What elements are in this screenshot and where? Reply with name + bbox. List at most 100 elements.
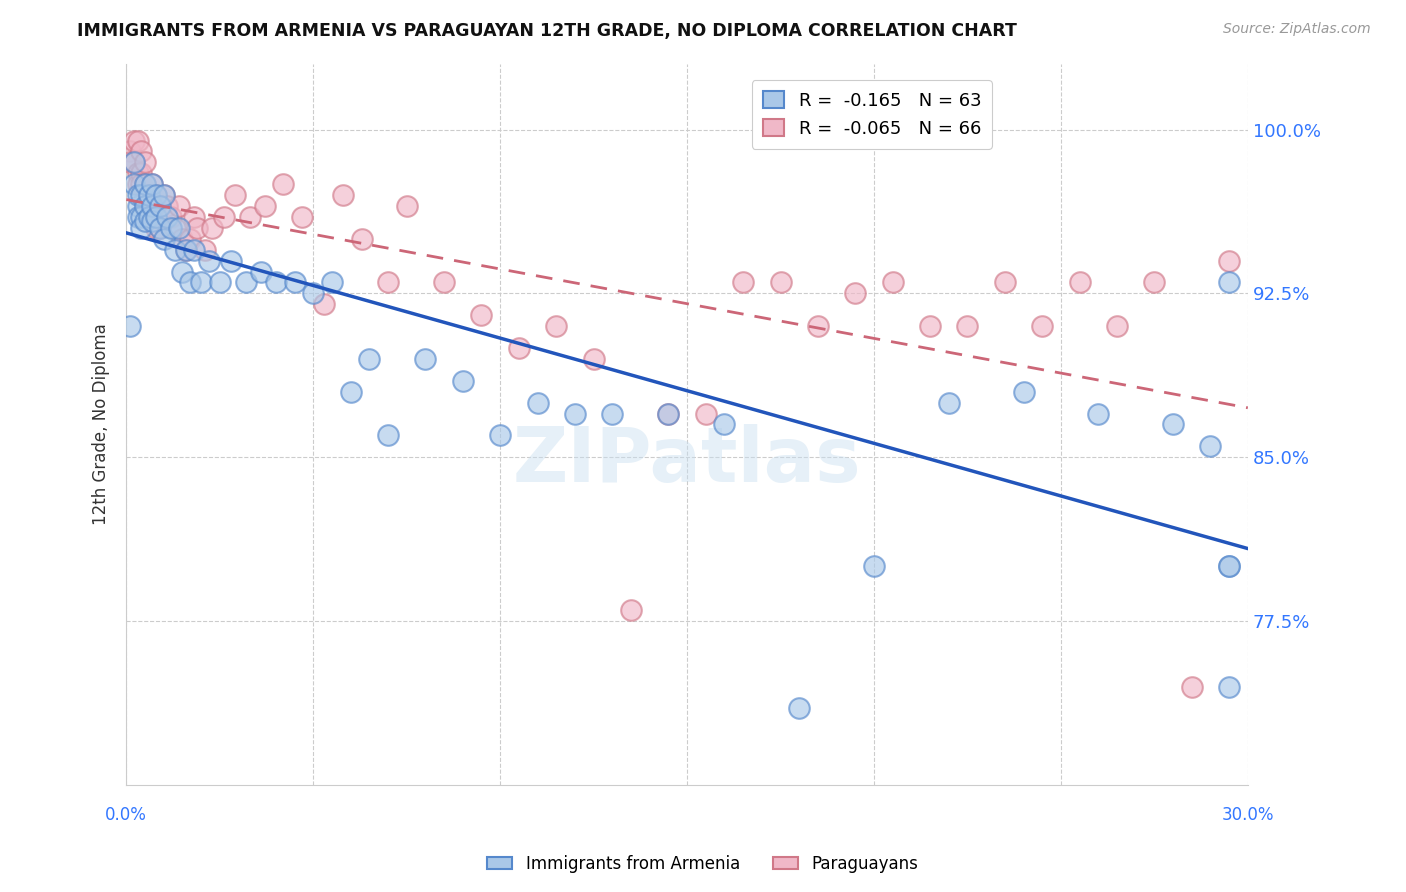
Point: [129, 145, 152, 159]
Point: [882, 276, 904, 290]
Point: [127, 177, 149, 191]
Point: [1199, 439, 1222, 453]
Point: [186, 220, 208, 235]
Point: [582, 351, 605, 366]
Point: [141, 214, 163, 228]
Point: [118, 319, 141, 334]
Text: Source: ZipAtlas.com: Source: ZipAtlas.com: [1223, 22, 1371, 37]
Point: [787, 701, 810, 715]
Point: [250, 264, 273, 278]
Point: [377, 428, 399, 442]
Point: [1218, 253, 1240, 268]
Point: [273, 177, 295, 191]
Point: [127, 134, 149, 148]
Point: [138, 210, 160, 224]
Text: 0.0%: 0.0%: [105, 806, 148, 824]
Point: [152, 188, 174, 202]
Text: 30.0%: 30.0%: [1222, 806, 1274, 824]
Point: [359, 351, 381, 366]
Point: [183, 243, 205, 257]
Point: [179, 232, 201, 246]
Point: [994, 276, 1017, 290]
Point: [350, 232, 373, 246]
Point: [129, 188, 152, 202]
Point: [127, 188, 149, 202]
Point: [141, 177, 163, 191]
Point: [149, 199, 172, 213]
Point: [863, 559, 886, 574]
Point: [695, 407, 717, 421]
Point: [339, 384, 361, 399]
Point: [174, 243, 197, 257]
Point: [395, 199, 418, 213]
Legend: R =  -0.165   N = 63, R =  -0.065   N = 66: R = -0.165 N = 63, R = -0.065 N = 66: [752, 80, 993, 149]
Point: [208, 276, 231, 290]
Point: [122, 177, 145, 191]
Point: [956, 319, 979, 334]
Point: [212, 210, 235, 224]
Point: [377, 276, 399, 290]
Point: [156, 199, 179, 213]
Point: [201, 220, 224, 235]
Point: [938, 395, 960, 409]
Point: [134, 214, 156, 228]
Point: [160, 220, 183, 235]
Point: [1069, 276, 1091, 290]
Point: [190, 276, 212, 290]
Point: [134, 177, 156, 191]
Point: [134, 155, 156, 169]
Point: [733, 276, 755, 290]
Point: [1143, 276, 1166, 290]
Point: [1031, 319, 1053, 334]
Point: [526, 395, 548, 409]
Point: [321, 276, 343, 290]
Point: [172, 264, 194, 278]
Point: [433, 276, 456, 290]
Point: [1218, 276, 1240, 290]
Point: [149, 220, 172, 235]
Point: [141, 210, 163, 224]
Point: [138, 188, 160, 202]
Legend: Immigrants from Armenia, Paraguayans: Immigrants from Armenia, Paraguayans: [481, 848, 925, 880]
Point: [145, 210, 167, 224]
Point: [219, 253, 242, 268]
Point: [134, 177, 156, 191]
Point: [127, 199, 149, 213]
Point: [163, 220, 186, 235]
Point: [600, 407, 623, 421]
Point: [145, 188, 167, 202]
Point: [127, 166, 149, 180]
Point: [141, 199, 163, 213]
Point: [564, 407, 586, 421]
Point: [174, 243, 197, 257]
Point: [769, 276, 792, 290]
Point: [149, 220, 172, 235]
Point: [118, 145, 141, 159]
Point: [1218, 680, 1240, 694]
Point: [167, 199, 190, 213]
Point: [1105, 319, 1128, 334]
Text: ZIPatlas: ZIPatlas: [513, 424, 862, 498]
Point: [1087, 407, 1109, 421]
Point: [546, 319, 568, 334]
Point: [127, 210, 149, 224]
Point: [489, 428, 512, 442]
Text: IMMIGRANTS FROM ARMENIA VS PARAGUAYAN 12TH GRADE, NO DIPLOMA CORRELATION CHART: IMMIGRANTS FROM ARMENIA VS PARAGUAYAN 12…: [77, 22, 1017, 40]
Point: [118, 155, 141, 169]
Point: [1161, 417, 1184, 432]
Point: [145, 188, 167, 202]
Point: [283, 276, 305, 290]
Point: [163, 243, 186, 257]
Point: [172, 232, 194, 246]
Point: [1181, 680, 1204, 694]
Point: [194, 243, 217, 257]
Point: [152, 232, 174, 246]
Point: [508, 341, 530, 355]
Point: [314, 297, 336, 311]
Point: [253, 199, 276, 213]
Point: [149, 199, 172, 213]
Point: [264, 276, 287, 290]
Point: [138, 210, 160, 224]
Point: [122, 155, 145, 169]
Point: [291, 210, 314, 224]
